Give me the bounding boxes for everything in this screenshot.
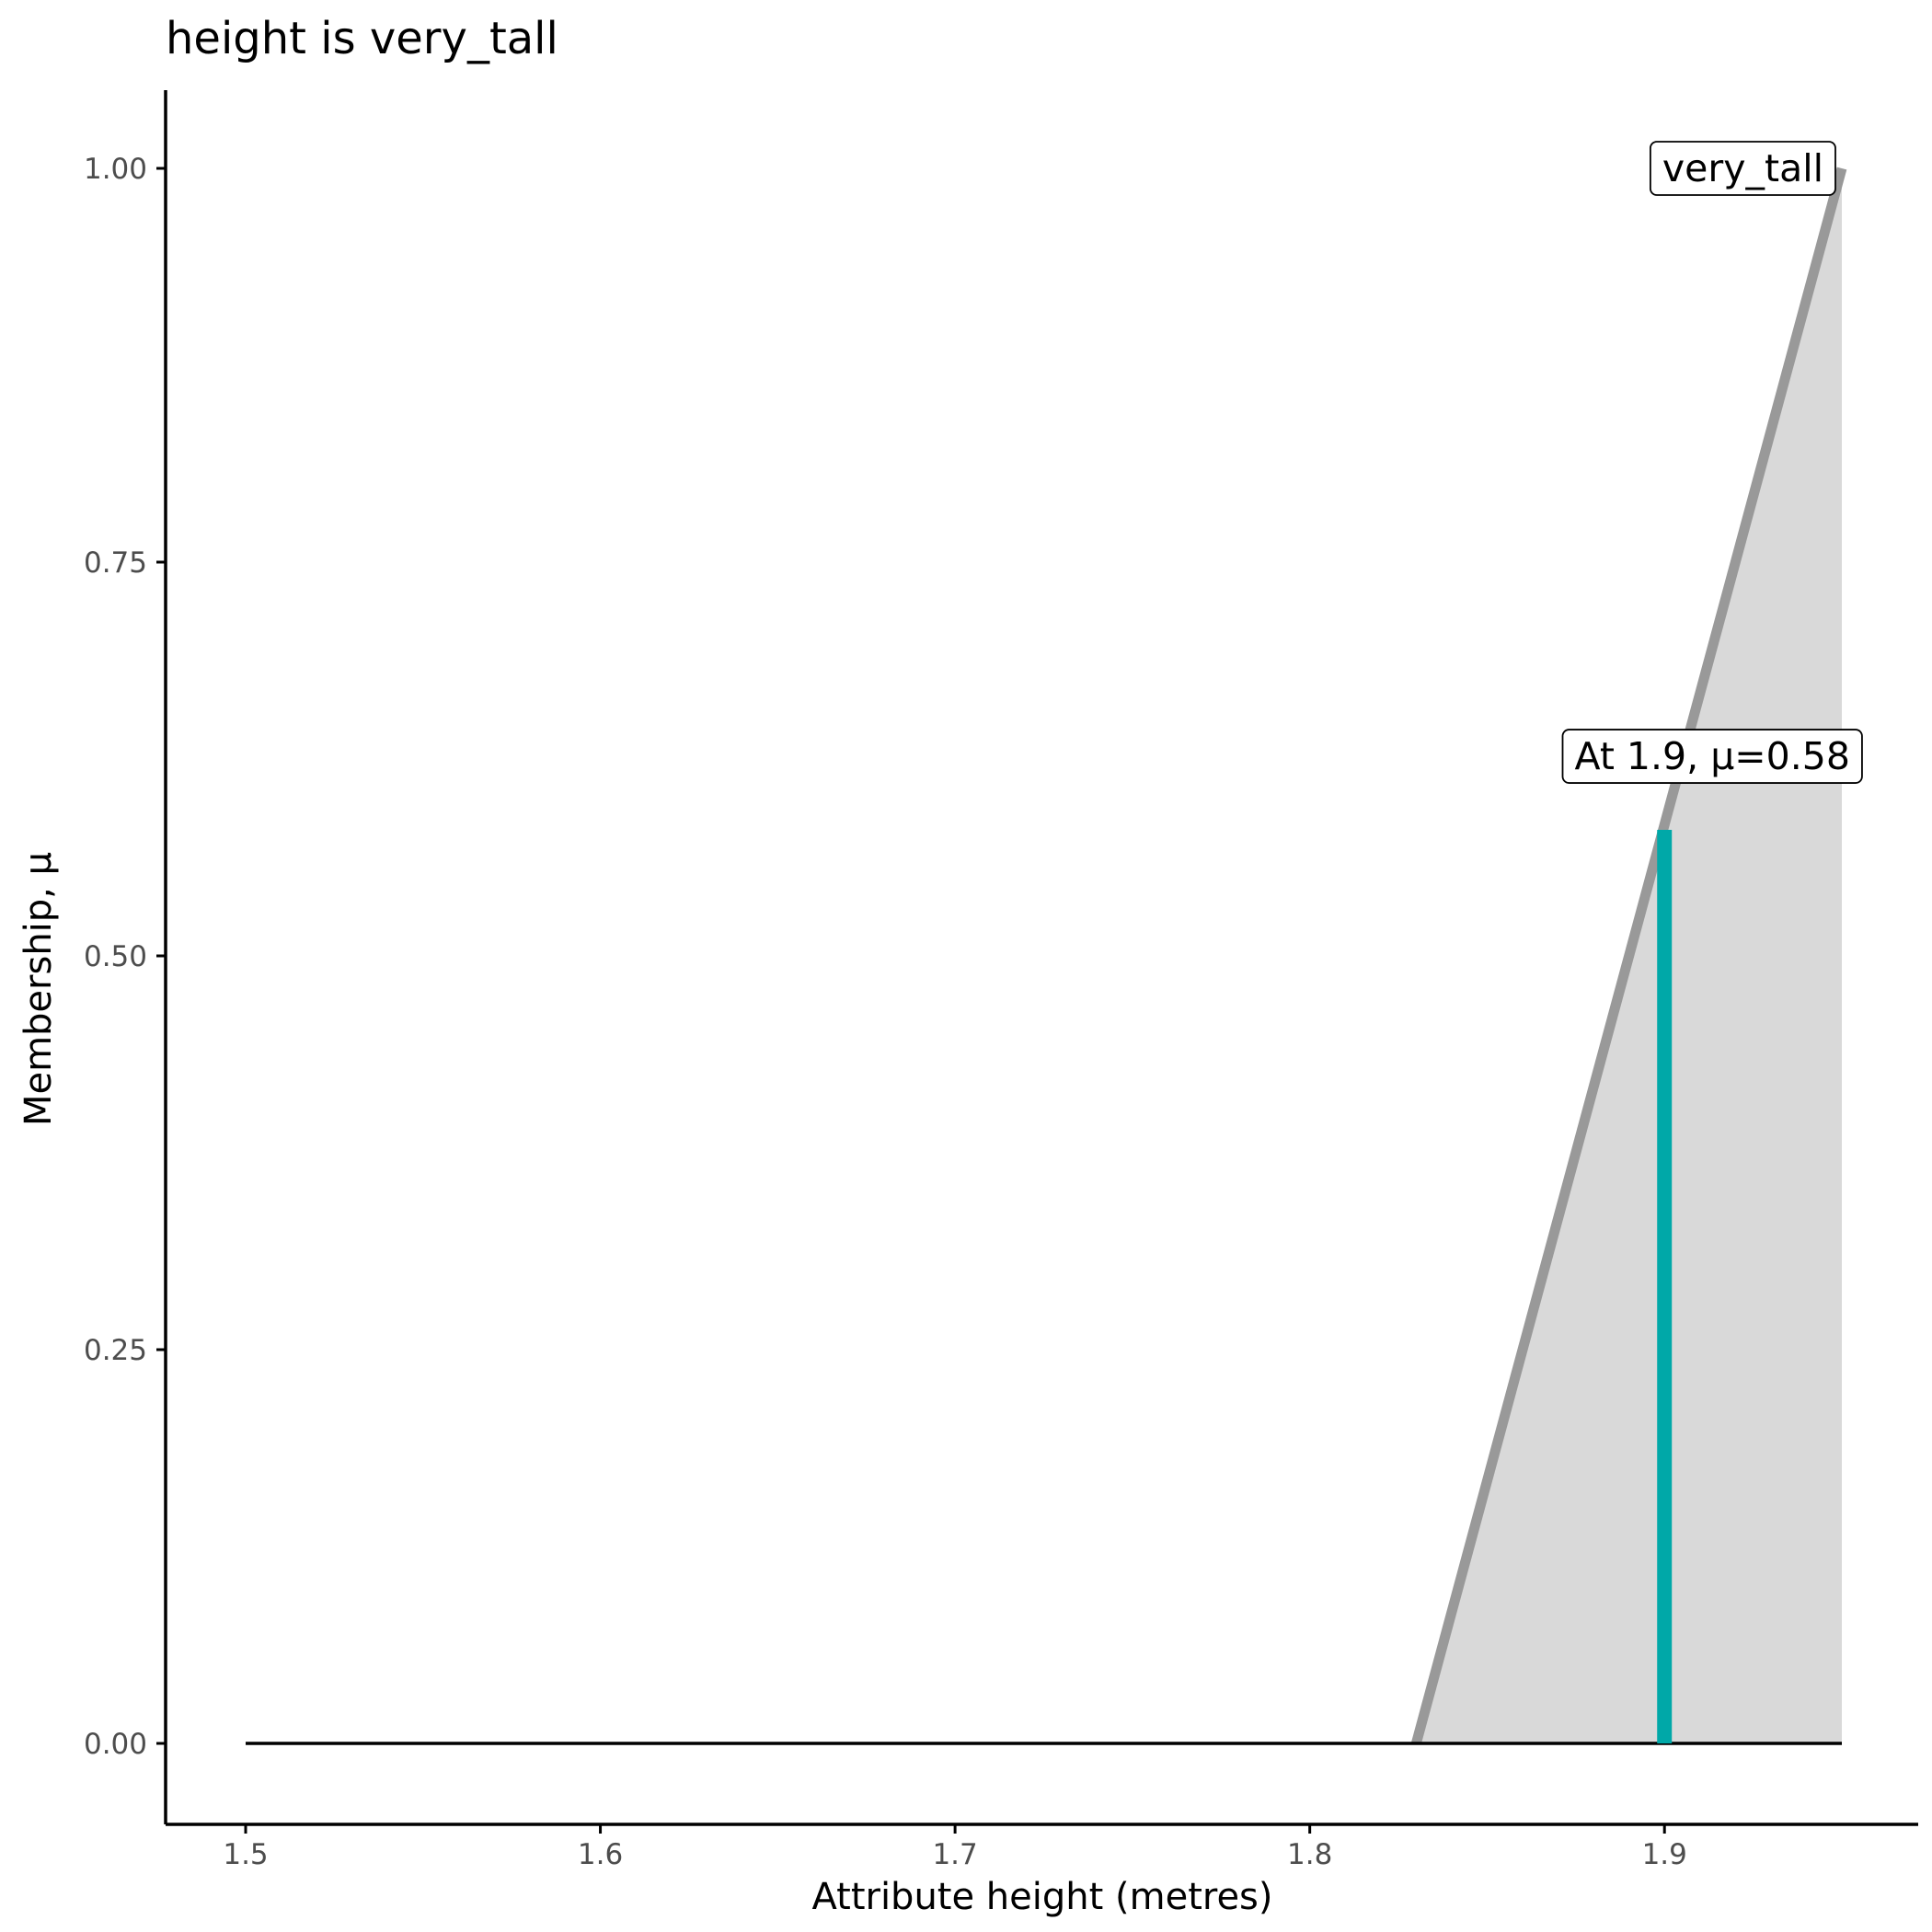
x-tick-label: 1.8 <box>1287 1838 1332 1871</box>
x-tick-label: 1.6 <box>578 1838 623 1871</box>
annotation-text: very_tall <box>1662 146 1823 190</box>
y-axis-title: Membership, μ <box>17 852 60 1126</box>
annotation-label: At 1.9, μ=0.58 <box>1561 729 1863 784</box>
y-tick-label: 0.25 <box>84 1334 147 1367</box>
annotation-text: At 1.9, μ=0.58 <box>1575 734 1850 778</box>
membership-line <box>1411 167 1847 1745</box>
y-tick-label: 0.75 <box>84 546 147 580</box>
x-tick-label: 1.5 <box>223 1838 268 1871</box>
x-tick-label: 1.7 <box>932 1838 977 1871</box>
x-axis-title: Attribute height (metres) <box>811 1876 1272 1918</box>
annotation-box <box>1650 141 1836 196</box>
annotation-box <box>1561 729 1863 784</box>
axes: 1.5 1.6 1.7 1.8 1.9 0.00 0.25 0.50 0.75 1.00 <box>84 90 1918 1871</box>
annotation-label: very_tall <box>1650 141 1836 196</box>
chart-title: height is very_tall <box>166 13 558 64</box>
y-tick-label: 0.50 <box>84 940 147 973</box>
y-tick-label: 0.00 <box>84 1728 147 1761</box>
plot-area: very_tall At 1.9, μ=0.58 <box>246 141 1863 1745</box>
y-tick-label: 1.00 <box>84 153 147 186</box>
x-tick-label: 1.9 <box>1642 1838 1687 1871</box>
